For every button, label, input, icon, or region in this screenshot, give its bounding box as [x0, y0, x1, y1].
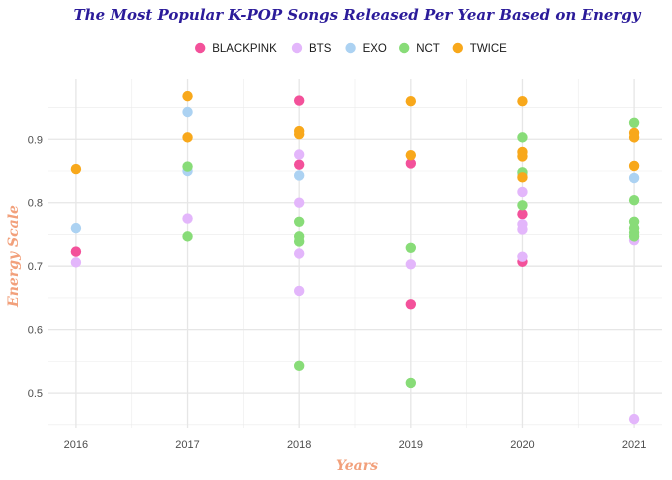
data-point-twice	[517, 96, 528, 107]
data-point-bts	[293, 285, 305, 297]
data-point-blackpink	[293, 159, 305, 170]
data-point-bts	[517, 224, 528, 235]
grid	[48, 79, 662, 428]
data-point-bts	[628, 413, 640, 425]
data-point-twice	[405, 149, 417, 161]
y-tick-label: 0.5	[28, 388, 43, 400]
legend-item-nct: NCT	[399, 42, 440, 55]
data-point-nct	[293, 360, 305, 372]
data-point-nct	[628, 117, 640, 128]
data-point-bts	[182, 213, 193, 224]
x-tick-label: 2021	[622, 439, 646, 451]
legend-item-twice: TWICE	[452, 42, 507, 55]
data-point-twice	[293, 129, 305, 140]
legend-label: BLACKPINK	[212, 43, 277, 55]
y-tick-label: 0.6	[28, 325, 43, 337]
data-points	[70, 90, 640, 425]
data-point-exo	[182, 106, 193, 118]
x-tick-label: 2018	[287, 439, 311, 451]
x-tick-label: 2020	[510, 439, 534, 451]
data-point-bts	[405, 259, 417, 270]
data-point-exo	[293, 170, 305, 181]
legend-label: BTS	[309, 43, 332, 55]
data-point-nct	[405, 242, 417, 253]
data-point-twice	[182, 132, 193, 143]
data-point-bts	[517, 251, 528, 262]
legend-item-blackpink: BLACKPINK	[195, 42, 277, 55]
x-axis-ticks: 2016 2017 2018 2019 2020 2021	[64, 439, 647, 451]
data-point-nct	[182, 231, 193, 242]
data-point-blackpink	[405, 158, 417, 169]
data-point-bts	[293, 197, 305, 208]
legend-key	[291, 42, 303, 54]
data-point-exo	[628, 172, 640, 184]
data-point-exo	[70, 222, 82, 234]
legend-item-bts: BTS	[291, 42, 332, 55]
data-point-nct	[293, 216, 305, 227]
y-tick-label: 0.7	[28, 261, 43, 273]
data-point-twice	[182, 90, 193, 102]
legend-key	[452, 42, 463, 54]
y-tick-label: 0.8	[28, 198, 43, 210]
data-point-twice	[628, 160, 640, 172]
x-tick-label: 2019	[399, 439, 423, 451]
legend-label: EXO	[363, 43, 387, 55]
legend-key	[345, 42, 356, 54]
data-point-twice	[517, 151, 528, 162]
data-point-bts	[293, 149, 305, 160]
data-point-twice	[517, 172, 528, 183]
data-point-twice	[70, 163, 82, 175]
legend-label: TWICE	[470, 43, 507, 55]
legend-label: NCT	[416, 43, 440, 55]
data-point-nct	[182, 161, 193, 172]
data-point-twice	[628, 132, 640, 143]
data-point-bts	[70, 257, 82, 268]
legend: BLACKPINK BTS EXO NCT TWICE	[195, 42, 507, 55]
y-axis-title: Energy Scale	[6, 205, 22, 308]
x-axis-title: Years	[336, 458, 378, 474]
data-point-nct	[628, 194, 640, 206]
x-tick-label: 2016	[64, 439, 88, 451]
data-point-blackpink	[517, 208, 528, 220]
data-point-nct	[405, 377, 417, 389]
data-point-nct	[628, 231, 640, 242]
data-point-nct	[517, 200, 528, 211]
legend-item-exo: EXO	[345, 42, 387, 55]
data-point-bts	[517, 186, 528, 198]
y-tick-label: 0.9	[28, 134, 43, 146]
chart-title: The Most Popular K-POP Songs Released Pe…	[74, 6, 642, 24]
data-point-twice	[405, 96, 417, 107]
data-point-blackpink	[293, 95, 305, 106]
data-point-nct	[293, 236, 305, 247]
legend-key	[399, 42, 410, 54]
data-point-blackpink	[405, 299, 417, 310]
data-point-blackpink	[70, 246, 82, 257]
data-point-bts	[293, 248, 305, 259]
legend-key	[195, 42, 206, 54]
data-point-nct	[517, 132, 528, 143]
y-axis-ticks: 0.5 0.6 0.7 0.8 0.9	[28, 134, 43, 400]
x-tick-label: 2017	[175, 439, 199, 451]
